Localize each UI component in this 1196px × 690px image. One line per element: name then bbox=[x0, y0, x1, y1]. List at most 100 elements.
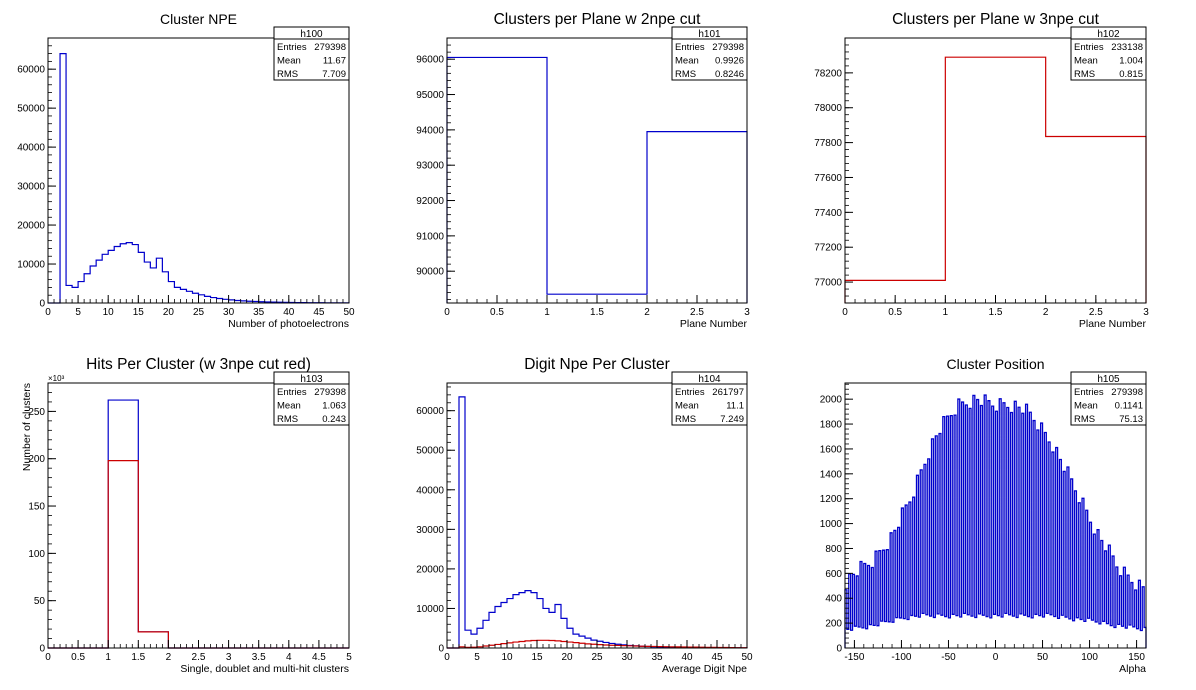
stats-value: 279398 bbox=[712, 42, 744, 53]
y-tick-label: 1600 bbox=[820, 444, 843, 455]
x-tick-label: 0 bbox=[45, 307, 51, 318]
y-tick-label: 10000 bbox=[17, 260, 45, 271]
y-tick-label: 77000 bbox=[814, 278, 842, 289]
histogram-series-1 bbox=[48, 52, 350, 304]
y-tick-label: 0 bbox=[438, 644, 444, 655]
y-tick-label: 20000 bbox=[416, 564, 444, 575]
x-tick-label: 5 bbox=[346, 652, 352, 663]
stats-label: Entries bbox=[1074, 42, 1104, 53]
stats-label: RMS bbox=[1074, 69, 1095, 80]
y-tick-label: 20000 bbox=[17, 221, 45, 232]
panel-hits-per-cluster: Hits Per Cluster (w 3npe cut red)0501001… bbox=[21, 356, 352, 675]
x-tick-label: 25 bbox=[591, 652, 603, 663]
x-tick-label: 3 bbox=[1143, 307, 1149, 318]
y-axis-title: Number of clusters bbox=[21, 383, 33, 471]
panel-clusters-per-plane-3npe: Clusters per Plane w 3npe cut 77000 77200 7… bbox=[814, 11, 1149, 330]
y-tick-label: 1000 bbox=[820, 519, 843, 530]
x-tick-label: 0.5 bbox=[490, 307, 504, 318]
stats-label: Mean bbox=[1074, 56, 1098, 67]
x-tick-label: 3.5 bbox=[252, 652, 266, 663]
stats-value: 11.1 bbox=[726, 401, 744, 412]
y-tick-label: 1800 bbox=[820, 420, 843, 431]
x-tick-label: 0.5 bbox=[71, 652, 85, 663]
y-tick-label: 77600 bbox=[814, 173, 842, 184]
y-tick-label: 0 bbox=[836, 644, 842, 655]
stats-value: 0.8246 bbox=[715, 69, 744, 80]
y-tick-label: 1200 bbox=[820, 494, 843, 505]
stats-value: 233138 bbox=[1111, 42, 1143, 53]
chart-title: Cluster NPE bbox=[160, 11, 237, 27]
x-tick-label: 45 bbox=[711, 652, 723, 663]
stats-value: 1.004 bbox=[1119, 56, 1143, 67]
x-tick-label: 40 bbox=[283, 307, 295, 318]
stats-box-frame bbox=[273, 371, 350, 426]
x-axis-title: Average Digit Npe bbox=[662, 663, 747, 675]
stats-box: h103 Entries 279398 Mean 1.063 RMS 0.243 bbox=[273, 371, 350, 426]
x-tick-label: 5 bbox=[75, 307, 81, 318]
stats-value: 11.67 bbox=[323, 56, 346, 67]
stats-box: h104 Entries 261797 Mean 11.1 RMS 7.249 bbox=[671, 371, 748, 426]
x-axis-title: Plane Number bbox=[1079, 318, 1147, 330]
y-tick-label: 78000 bbox=[814, 103, 842, 114]
y-tick-label: 0 bbox=[39, 644, 45, 655]
x-tick-label: 50 bbox=[343, 307, 355, 318]
x-tick-label: -50 bbox=[941, 652, 956, 663]
stats-label: RMS bbox=[277, 69, 298, 80]
x-tick-label: 45 bbox=[313, 307, 325, 318]
y-tick-label: 60000 bbox=[416, 406, 444, 417]
x-tick-label: 10 bbox=[103, 307, 115, 318]
y-tick-label: 200 bbox=[825, 619, 842, 630]
stats-box: h101 Entries 279398 Mean 0.9926 RMS 0.8246 bbox=[671, 26, 748, 81]
stats-value: 279398 bbox=[1111, 387, 1143, 398]
y-tick-label: 0 bbox=[39, 299, 45, 310]
x-tick-label: 35 bbox=[253, 307, 265, 318]
stats-label: Entries bbox=[277, 42, 307, 53]
y-tick-label: 90000 bbox=[416, 267, 444, 278]
stats-box-name: h100 bbox=[300, 29, 323, 40]
x-tick-label: 4 bbox=[286, 652, 292, 663]
y-tick-label: 50000 bbox=[17, 104, 45, 115]
x-tick-label: 2.5 bbox=[192, 652, 206, 663]
y-tick-label: 92000 bbox=[416, 196, 444, 207]
x-tick-label: 15 bbox=[531, 652, 543, 663]
histogram-series-1 bbox=[48, 399, 349, 649]
stats-box-name: h105 bbox=[1097, 374, 1120, 385]
y-tick-label: 250 bbox=[28, 407, 45, 418]
y-tick-label: 96000 bbox=[416, 55, 444, 66]
y-tick-label: 95000 bbox=[416, 90, 444, 101]
stats-box-name: h103 bbox=[300, 374, 323, 385]
x-tick-label: 1 bbox=[943, 307, 949, 318]
y-tick-label: 10000 bbox=[416, 604, 444, 615]
x-tick-label: 100 bbox=[1081, 652, 1098, 663]
panel-cluster-npe: Cluster NPE 0 10000 20000 30000 40000 50000 600… bbox=[17, 11, 355, 330]
x-tick-label: 30 bbox=[223, 307, 235, 318]
y-tick-label: 50 bbox=[34, 596, 46, 607]
stats-value: 7.249 bbox=[720, 414, 744, 425]
x-tick-label: 1.5 bbox=[131, 652, 145, 663]
chart-title: Clusters per Plane w 3npe cut bbox=[892, 11, 1099, 28]
y-tick-label: 78200 bbox=[814, 68, 842, 79]
histogram-series-2 bbox=[48, 460, 349, 649]
x-tick-label: 25 bbox=[193, 307, 205, 318]
x-tick-label: 2.5 bbox=[1089, 307, 1103, 318]
x-tick-label: 5 bbox=[474, 652, 480, 663]
x-tick-label: 0 bbox=[45, 652, 51, 663]
x-tick-label: -100 bbox=[891, 652, 911, 663]
y-tick-label: 30000 bbox=[17, 182, 45, 193]
chart-title: Hits Per Cluster (w 3npe cut red) bbox=[86, 356, 311, 373]
x-tick-label: 3 bbox=[744, 307, 750, 318]
stats-box-frame bbox=[671, 26, 748, 81]
x-tick-label: 0 bbox=[842, 307, 848, 318]
x-tick-label: 0 bbox=[993, 652, 999, 663]
stats-box: h102 Entries 233138 Mean 1.004 RMS 0.815 bbox=[1070, 26, 1147, 81]
stats-box-frame bbox=[671, 371, 748, 426]
x-tick-label: 4.5 bbox=[312, 652, 326, 663]
x-tick-label: 1 bbox=[544, 307, 550, 318]
stats-box-frame bbox=[273, 26, 350, 81]
y-tick-label: 30000 bbox=[416, 525, 444, 536]
panel-cluster-position: Cluster Position020040060080010001200140… bbox=[820, 356, 1147, 675]
panel-digit-npe-per-cluster: Digit Npe Per Cluster0100002000030000400… bbox=[416, 356, 753, 675]
y-tick-label: 800 bbox=[825, 544, 842, 555]
x-tick-label: 0.5 bbox=[888, 307, 902, 318]
stats-value: 1.063 bbox=[322, 401, 346, 412]
